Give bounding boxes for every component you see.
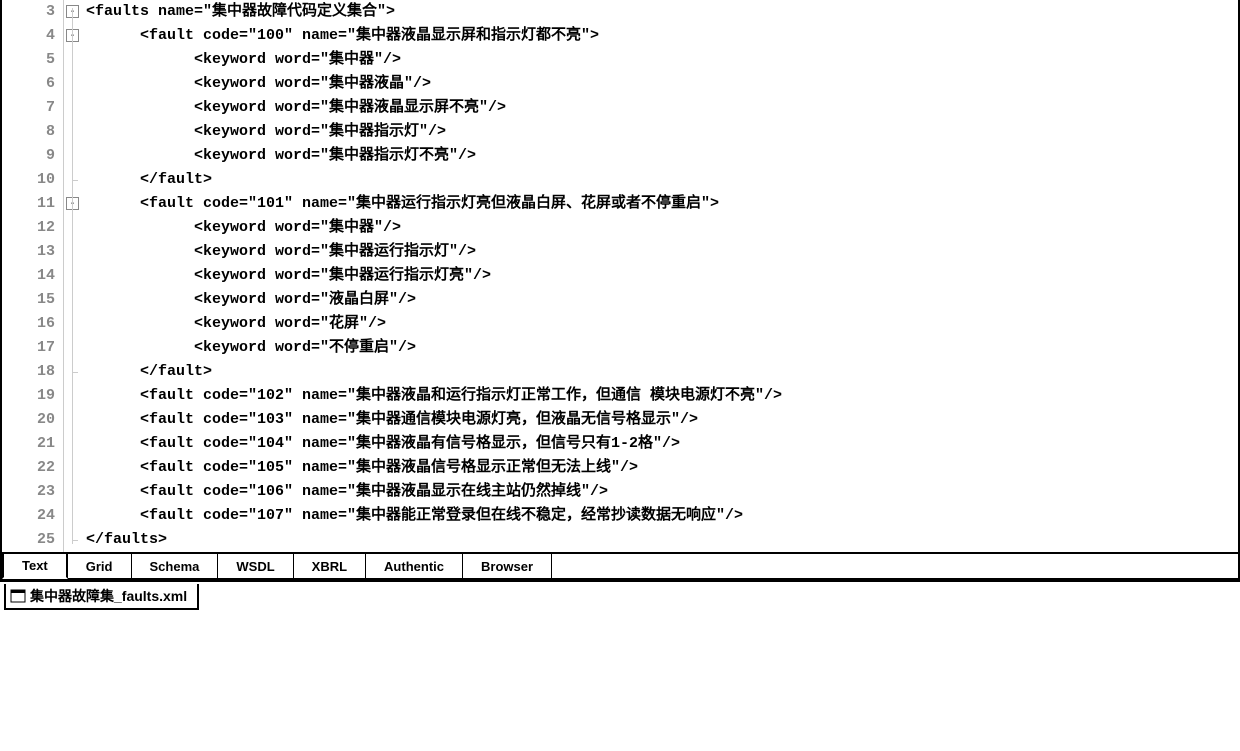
view-tab-grid[interactable]: Grid — [68, 554, 132, 578]
line-number: 12 — [2, 216, 55, 240]
line-number: 9 — [2, 144, 55, 168]
code-line[interactable]: <fault code="100" name="集中器液晶显示屏和指示灯都不亮"… — [86, 24, 1238, 48]
code-line[interactable]: <keyword word="集中器液晶"/> — [86, 72, 1238, 96]
view-tab-text[interactable]: Text — [2, 554, 68, 579]
line-number: 24 — [2, 504, 55, 528]
code-line[interactable]: <fault code="107" name="集中器能正常登录但在线不稳定，经… — [86, 504, 1238, 528]
code-line[interactable]: <keyword word="集中器指示灯"/> — [86, 120, 1238, 144]
code-line[interactable]: <keyword word="集中器"/> — [86, 48, 1238, 72]
code-line[interactable]: <keyword word="集中器指示灯不亮"/> — [86, 144, 1238, 168]
code-line[interactable]: <keyword word="集中器运行指示灯"/> — [86, 240, 1238, 264]
view-tab-browser[interactable]: Browser — [463, 554, 552, 578]
line-number: 5 — [2, 48, 55, 72]
view-tab-schema[interactable]: Schema — [132, 554, 219, 578]
code-line[interactable]: </fault> — [86, 360, 1238, 384]
line-number: 25 — [2, 528, 55, 552]
line-number: 14 — [2, 264, 55, 288]
line-number: 19 — [2, 384, 55, 408]
file-icon — [10, 589, 26, 603]
view-tab-authentic[interactable]: Authentic — [366, 554, 463, 578]
code-line[interactable]: <keyword word="集中器"/> — [86, 216, 1238, 240]
code-line[interactable]: <fault code="101" name="集中器运行指示灯亮但液晶白屏、花… — [86, 192, 1238, 216]
code-line[interactable]: <keyword word="集中器液晶显示屏不亮"/> — [86, 96, 1238, 120]
code-line[interactable]: <fault code="104" name="集中器液晶有信号格显示，但信号只… — [86, 432, 1238, 456]
file-tab-label: 集中器故障集_faults.xml — [30, 586, 187, 606]
line-number: 4 — [2, 24, 55, 48]
line-number: 21 — [2, 432, 55, 456]
view-tab-bar: TextGridSchemaWSDLXBRLAuthenticBrowser — [2, 552, 1238, 578]
line-number: 7 — [2, 96, 55, 120]
code-line[interactable]: </faults> — [86, 528, 1238, 552]
fold-column: --- — [64, 0, 82, 552]
line-number: 20 — [2, 408, 55, 432]
view-tab-wsdl[interactable]: WSDL — [218, 554, 293, 578]
code-line[interactable]: <keyword word="不停重启"/> — [86, 336, 1238, 360]
line-number: 8 — [2, 120, 55, 144]
code-line[interactable]: <keyword word="花屏"/> — [86, 312, 1238, 336]
line-number: 10 — [2, 168, 55, 192]
fold-guide-line — [72, 8, 73, 544]
view-tab-xbrl[interactable]: XBRL — [294, 554, 366, 578]
line-number: 6 — [2, 72, 55, 96]
code-line[interactable]: <fault code="102" name="集中器液晶和运行指示灯正常工作，… — [86, 384, 1238, 408]
line-number: 23 — [2, 480, 55, 504]
line-number: 16 — [2, 312, 55, 336]
code-line[interactable]: </fault> — [86, 168, 1238, 192]
line-number: 15 — [2, 288, 55, 312]
line-number-gutter: 345678910111213141516171819202122232425 — [2, 0, 64, 552]
code-line[interactable]: <fault code="103" name="集中器通信模块电源灯亮，但液晶无… — [86, 408, 1238, 432]
line-number: 3 — [2, 0, 55, 24]
code-content[interactable]: <faults name="集中器故障代码定义集合"> <fault code=… — [82, 0, 1238, 552]
file-tab-bar: 集中器故障集_faults.xml — [0, 580, 1240, 612]
line-number: 13 — [2, 240, 55, 264]
line-number: 18 — [2, 360, 55, 384]
line-number: 11 — [2, 192, 55, 216]
code-area: 345678910111213141516171819202122232425 … — [2, 0, 1238, 552]
code-line[interactable]: <keyword word="集中器运行指示灯亮"/> — [86, 264, 1238, 288]
file-tab[interactable]: 集中器故障集_faults.xml — [4, 584, 199, 610]
code-line[interactable]: <fault code="105" name="集中器液晶信号格显示正常但无法上… — [86, 456, 1238, 480]
line-number: 17 — [2, 336, 55, 360]
code-line[interactable]: <faults name="集中器故障代码定义集合"> — [86, 0, 1238, 24]
code-line[interactable]: <keyword word="液晶白屏"/> — [86, 288, 1238, 312]
code-line[interactable]: <fault code="106" name="集中器液晶显示在线主站仍然掉线"… — [86, 480, 1238, 504]
editor-container: 345678910111213141516171819202122232425 … — [0, 0, 1240, 580]
line-number: 22 — [2, 456, 55, 480]
